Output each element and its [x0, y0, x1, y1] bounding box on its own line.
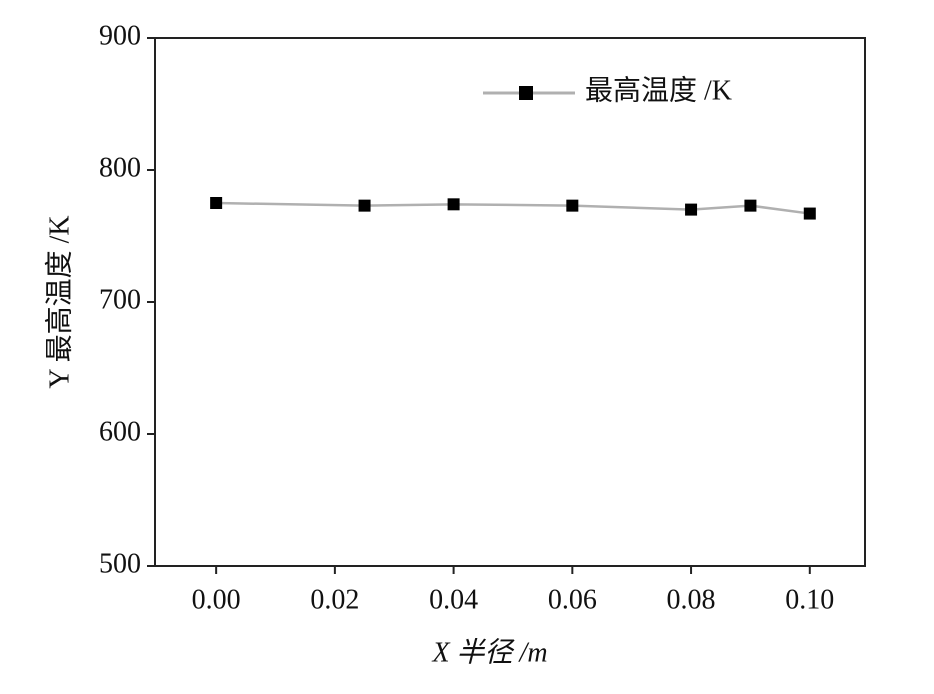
y-tick-label: 600 — [99, 416, 141, 447]
plot-frame — [154, 37, 866, 567]
y-tick-label: 800 — [99, 152, 141, 183]
x-tick-label: 0.06 — [548, 584, 597, 615]
point — [566, 199, 579, 212]
point — [803, 207, 816, 220]
point — [358, 199, 371, 212]
point — [447, 198, 460, 211]
x-tick-label: 0.08 — [667, 584, 716, 615]
point — [744, 199, 757, 212]
point — [685, 203, 698, 216]
y-axis-label: Y 最高温度 /K — [43, 215, 75, 388]
x-tick-label: 0.04 — [429, 584, 478, 615]
y-tick-label: 900 — [99, 20, 141, 51]
legend-label: 最高温度 /K — [585, 74, 732, 106]
x-tick-label: 0.10 — [785, 584, 834, 615]
y-tick-label: 700 — [99, 284, 141, 315]
series-line — [216, 201, 810, 215]
legend-marker — [519, 86, 533, 100]
x-tick-label: 0.02 — [310, 584, 359, 615]
x-axis-label: X 半径 /m — [431, 637, 547, 668]
y-tick-label: 500 — [99, 548, 141, 579]
point — [210, 197, 223, 209]
x-tick-label: 0.00 — [192, 584, 241, 615]
